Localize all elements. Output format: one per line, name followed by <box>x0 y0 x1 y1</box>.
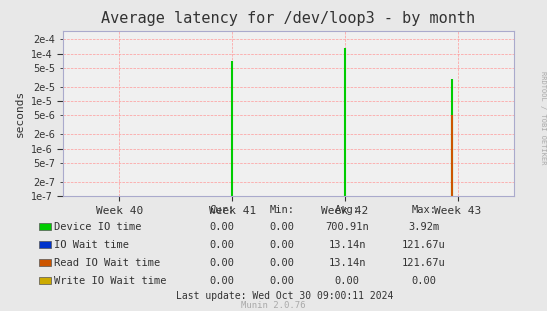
Text: 13.14n: 13.14n <box>329 258 366 268</box>
Title: Average latency for /dev/loop3 - by month: Average latency for /dev/loop3 - by mont… <box>102 11 475 26</box>
Text: Avg:: Avg: <box>335 205 360 215</box>
Text: 0.00: 0.00 <box>209 240 234 250</box>
Text: Cur:: Cur: <box>209 205 234 215</box>
Text: 0.00: 0.00 <box>269 240 294 250</box>
Text: 0.00: 0.00 <box>209 276 234 286</box>
Text: 121.67u: 121.67u <box>402 258 446 268</box>
Text: Write IO Wait time: Write IO Wait time <box>54 276 166 286</box>
Text: 0.00: 0.00 <box>209 222 234 232</box>
Text: 0.00: 0.00 <box>269 222 294 232</box>
Text: 700.91n: 700.91n <box>325 222 369 232</box>
Text: Last update: Wed Oct 30 09:00:11 2024: Last update: Wed Oct 30 09:00:11 2024 <box>176 291 393 301</box>
Text: 0.00: 0.00 <box>269 276 294 286</box>
Text: 13.14n: 13.14n <box>329 240 366 250</box>
Text: Min:: Min: <box>269 205 294 215</box>
Text: 0.00: 0.00 <box>335 276 360 286</box>
Text: 3.92m: 3.92m <box>408 222 440 232</box>
Text: Device IO time: Device IO time <box>54 222 141 232</box>
Text: Max:: Max: <box>411 205 437 215</box>
Text: IO Wait time: IO Wait time <box>54 240 129 250</box>
Text: Munin 2.0.76: Munin 2.0.76 <box>241 301 306 310</box>
Text: RRDTOOL / TOBI OETIKER: RRDTOOL / TOBI OETIKER <box>540 72 546 165</box>
Text: 121.67u: 121.67u <box>402 240 446 250</box>
Text: 0.00: 0.00 <box>209 258 234 268</box>
Text: 0.00: 0.00 <box>269 258 294 268</box>
Y-axis label: seconds: seconds <box>15 90 25 137</box>
Text: Read IO Wait time: Read IO Wait time <box>54 258 160 268</box>
Text: 0.00: 0.00 <box>411 276 437 286</box>
